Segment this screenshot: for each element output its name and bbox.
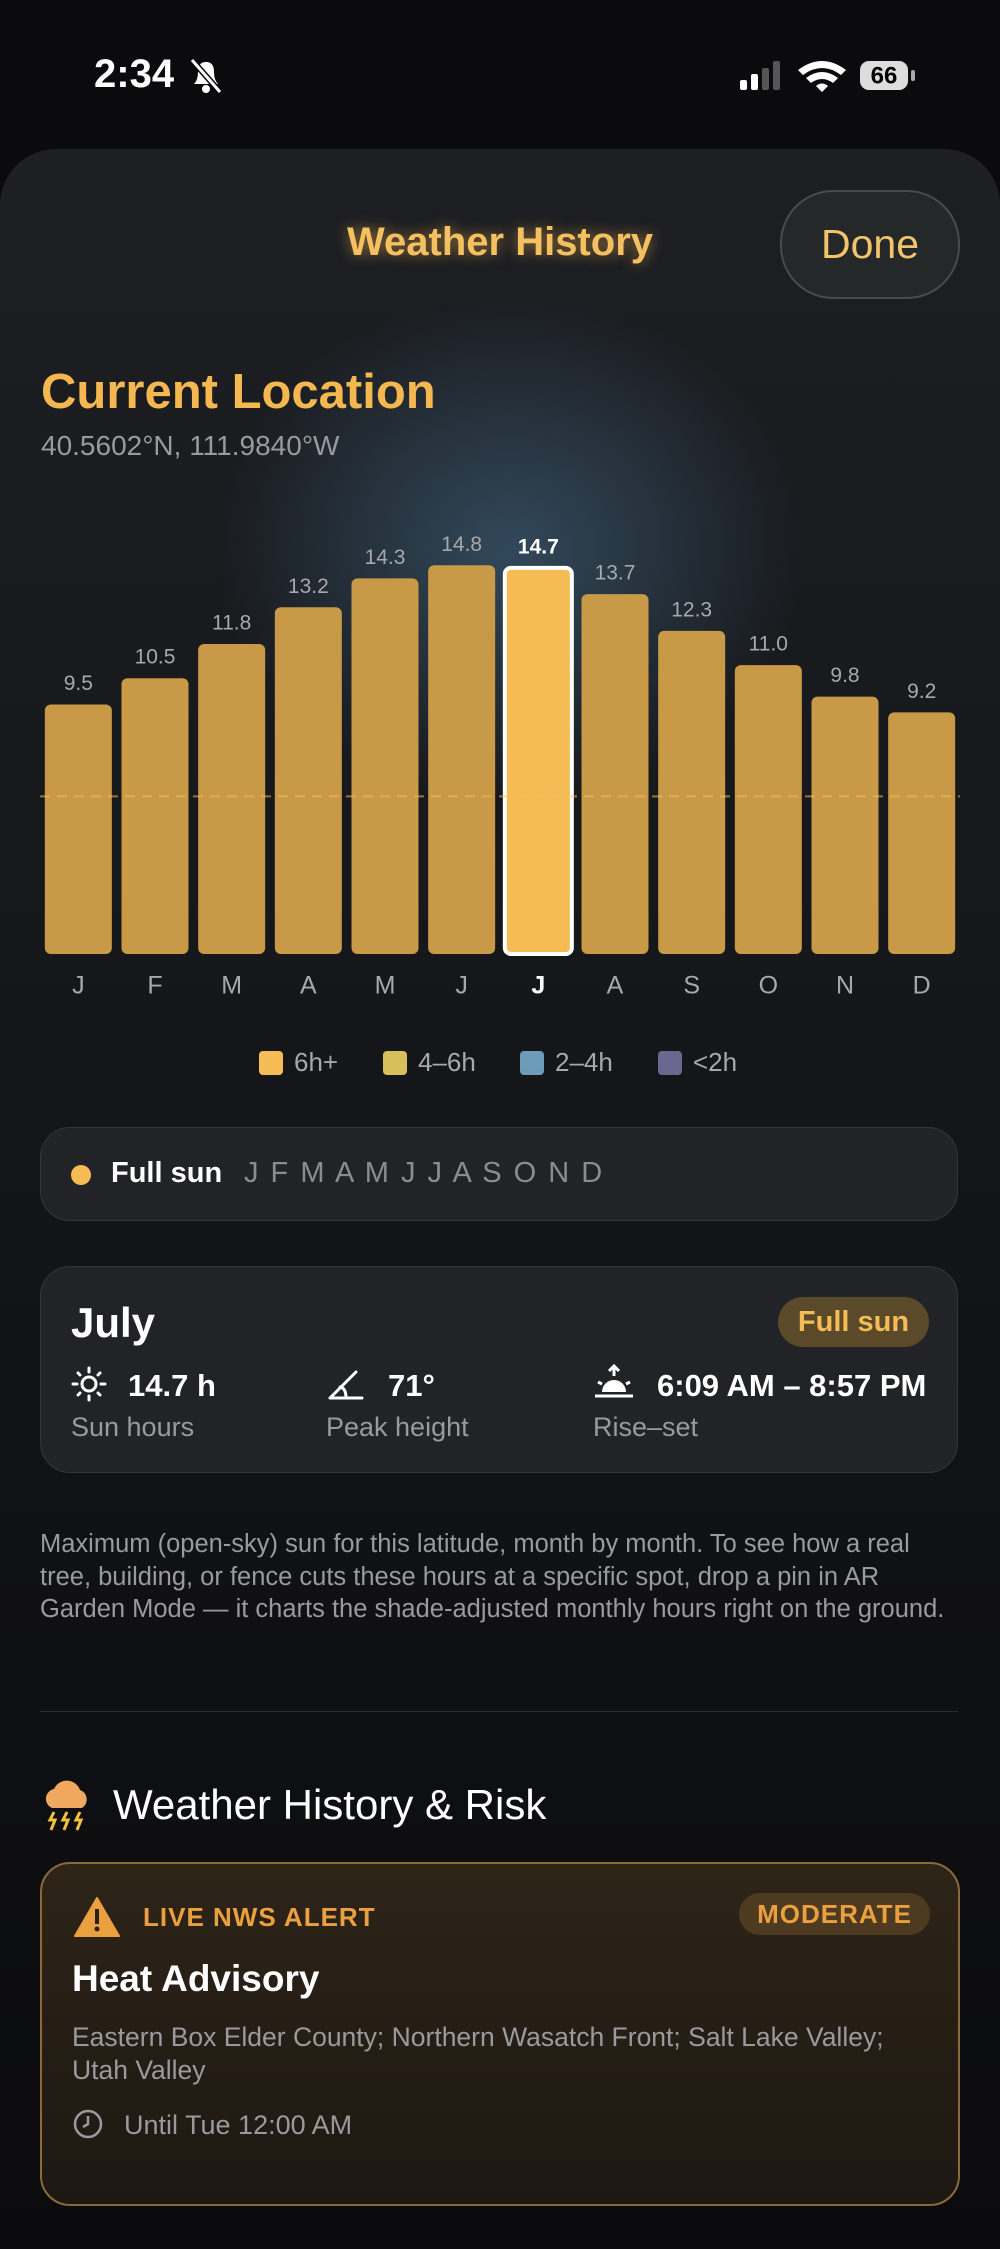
alert-card: LIVE NWS ALERT MODERATE Heat Advisory Ea… [40, 1862, 960, 2206]
stat-label: Peak height [326, 1412, 469, 1442]
x-tick-label: J [72, 972, 85, 1000]
x-tick-label: N [836, 972, 854, 1000]
stat-label: Sun hours [71, 1412, 195, 1442]
value-label: 9.2 [907, 680, 936, 703]
bar [658, 630, 726, 954]
x-tick-label: J [455, 972, 468, 1000]
note: Maximum (open-sky) sun for this latitude… [40, 1530, 945, 1623]
storm-icon [45, 1780, 87, 1831]
status-icons: 66 [740, 61, 915, 92]
bar [811, 696, 879, 954]
full-sun-label: Full sun [111, 1157, 223, 1189]
status-time: 2:34 [94, 52, 175, 96]
x-tick-label: A [300, 972, 317, 1000]
risk-title: Weather History & Risk [113, 1781, 547, 1828]
full-sun-months: J F M A M J J A S O N D [244, 1157, 605, 1189]
legend-swatch [259, 1051, 283, 1075]
alert-kicker: LIVE NWS ALERT [143, 1902, 376, 1932]
stat-value: 6:09 AM – 8:57 PM [657, 1368, 927, 1403]
value-label: 9.5 [64, 672, 93, 695]
silent-icon [189, 58, 223, 94]
severity-badge: MODERATE [739, 1893, 930, 1935]
bar [581, 594, 649, 954]
legend-swatch [520, 1051, 544, 1075]
bar [888, 712, 956, 954]
warning-icon [74, 1897, 120, 1937]
value-label: 10.5 [135, 646, 176, 669]
value-label: 11.8 [212, 612, 251, 635]
x-tick-label: J [531, 972, 545, 1000]
legend-label: <2h [693, 1047, 737, 1077]
bar [121, 678, 189, 954]
sun-icon [71, 1366, 107, 1402]
value-label: 12.3 [671, 598, 712, 621]
x-tick-label: O [759, 972, 778, 1000]
x-tick-label: A [607, 972, 624, 1000]
x-tick-label: M [221, 972, 242, 1000]
value-label: 14.7 [518, 535, 559, 558]
page: {"status_bar": {"time": "2:34", "battery… [0, 52, 1000, 2249]
location-name: Current Location [41, 365, 436, 419]
battery-level: 66 [871, 62, 898, 89]
month-title: July [71, 1299, 156, 1346]
legend-label: 4–6h [418, 1047, 476, 1077]
legend-label: 6h+ [294, 1047, 338, 1077]
x-tick-label: M [375, 972, 396, 1000]
stat-value: 71° [388, 1368, 435, 1403]
legend-label: 2–4h [555, 1047, 613, 1077]
legend-swatch [658, 1051, 682, 1075]
alert-until: Until Tue 12:00 AM [124, 2110, 353, 2140]
value-label: 13.2 [288, 575, 329, 598]
value-label: 14.3 [365, 546, 406, 569]
bar [274, 607, 342, 954]
x-tick-label: F [147, 972, 162, 1000]
legend-swatch [383, 1051, 407, 1075]
sunrise-icon [595, 1364, 633, 1398]
alert-areas: Eastern Box Elder County; Northern Wasat… [72, 2022, 884, 2085]
sun-hours-chart: 9.5 J 10.5 F 11.8 M 13.2 A 14.3 M 14.8 J 14.7 J 13.7 A 1… [40, 533, 960, 1077]
bar [198, 644, 266, 954]
value-label: 14.8 [441, 533, 482, 556]
sheet-title: Weather History [346, 220, 653, 264]
location-coords: 40.5602°N, 111.9840°W [41, 430, 340, 461]
bar [502, 565, 574, 956]
value-label: 13.7 [595, 562, 636, 585]
done-button[interactable]: Done [780, 190, 960, 299]
stat-label: Rise–set [593, 1412, 699, 1442]
full-sun-dot [71, 1165, 91, 1185]
x-tick-label: S [683, 972, 700, 1000]
stat-value: 14.7 h [128, 1368, 216, 1403]
angle-icon [328, 1370, 364, 1400]
bar [44, 704, 112, 954]
month-detail-card: July Full sun 14.7 h Sun hours 71° Peak … [40, 1266, 958, 1473]
bar [351, 578, 419, 954]
month-badge: Full sun [778, 1297, 929, 1347]
value-label: 9.8 [830, 664, 859, 687]
alert-title: Heat Advisory [72, 1958, 320, 1999]
divider [40, 1711, 958, 1712]
value-label: 11.0 [749, 633, 788, 656]
bar [428, 565, 496, 954]
clock-icon [73, 2109, 103, 2139]
bar [734, 665, 802, 954]
x-tick-label: D [913, 972, 931, 1000]
full-sun-card: Full sun J F M A M J J A S O N D [40, 1127, 958, 1221]
